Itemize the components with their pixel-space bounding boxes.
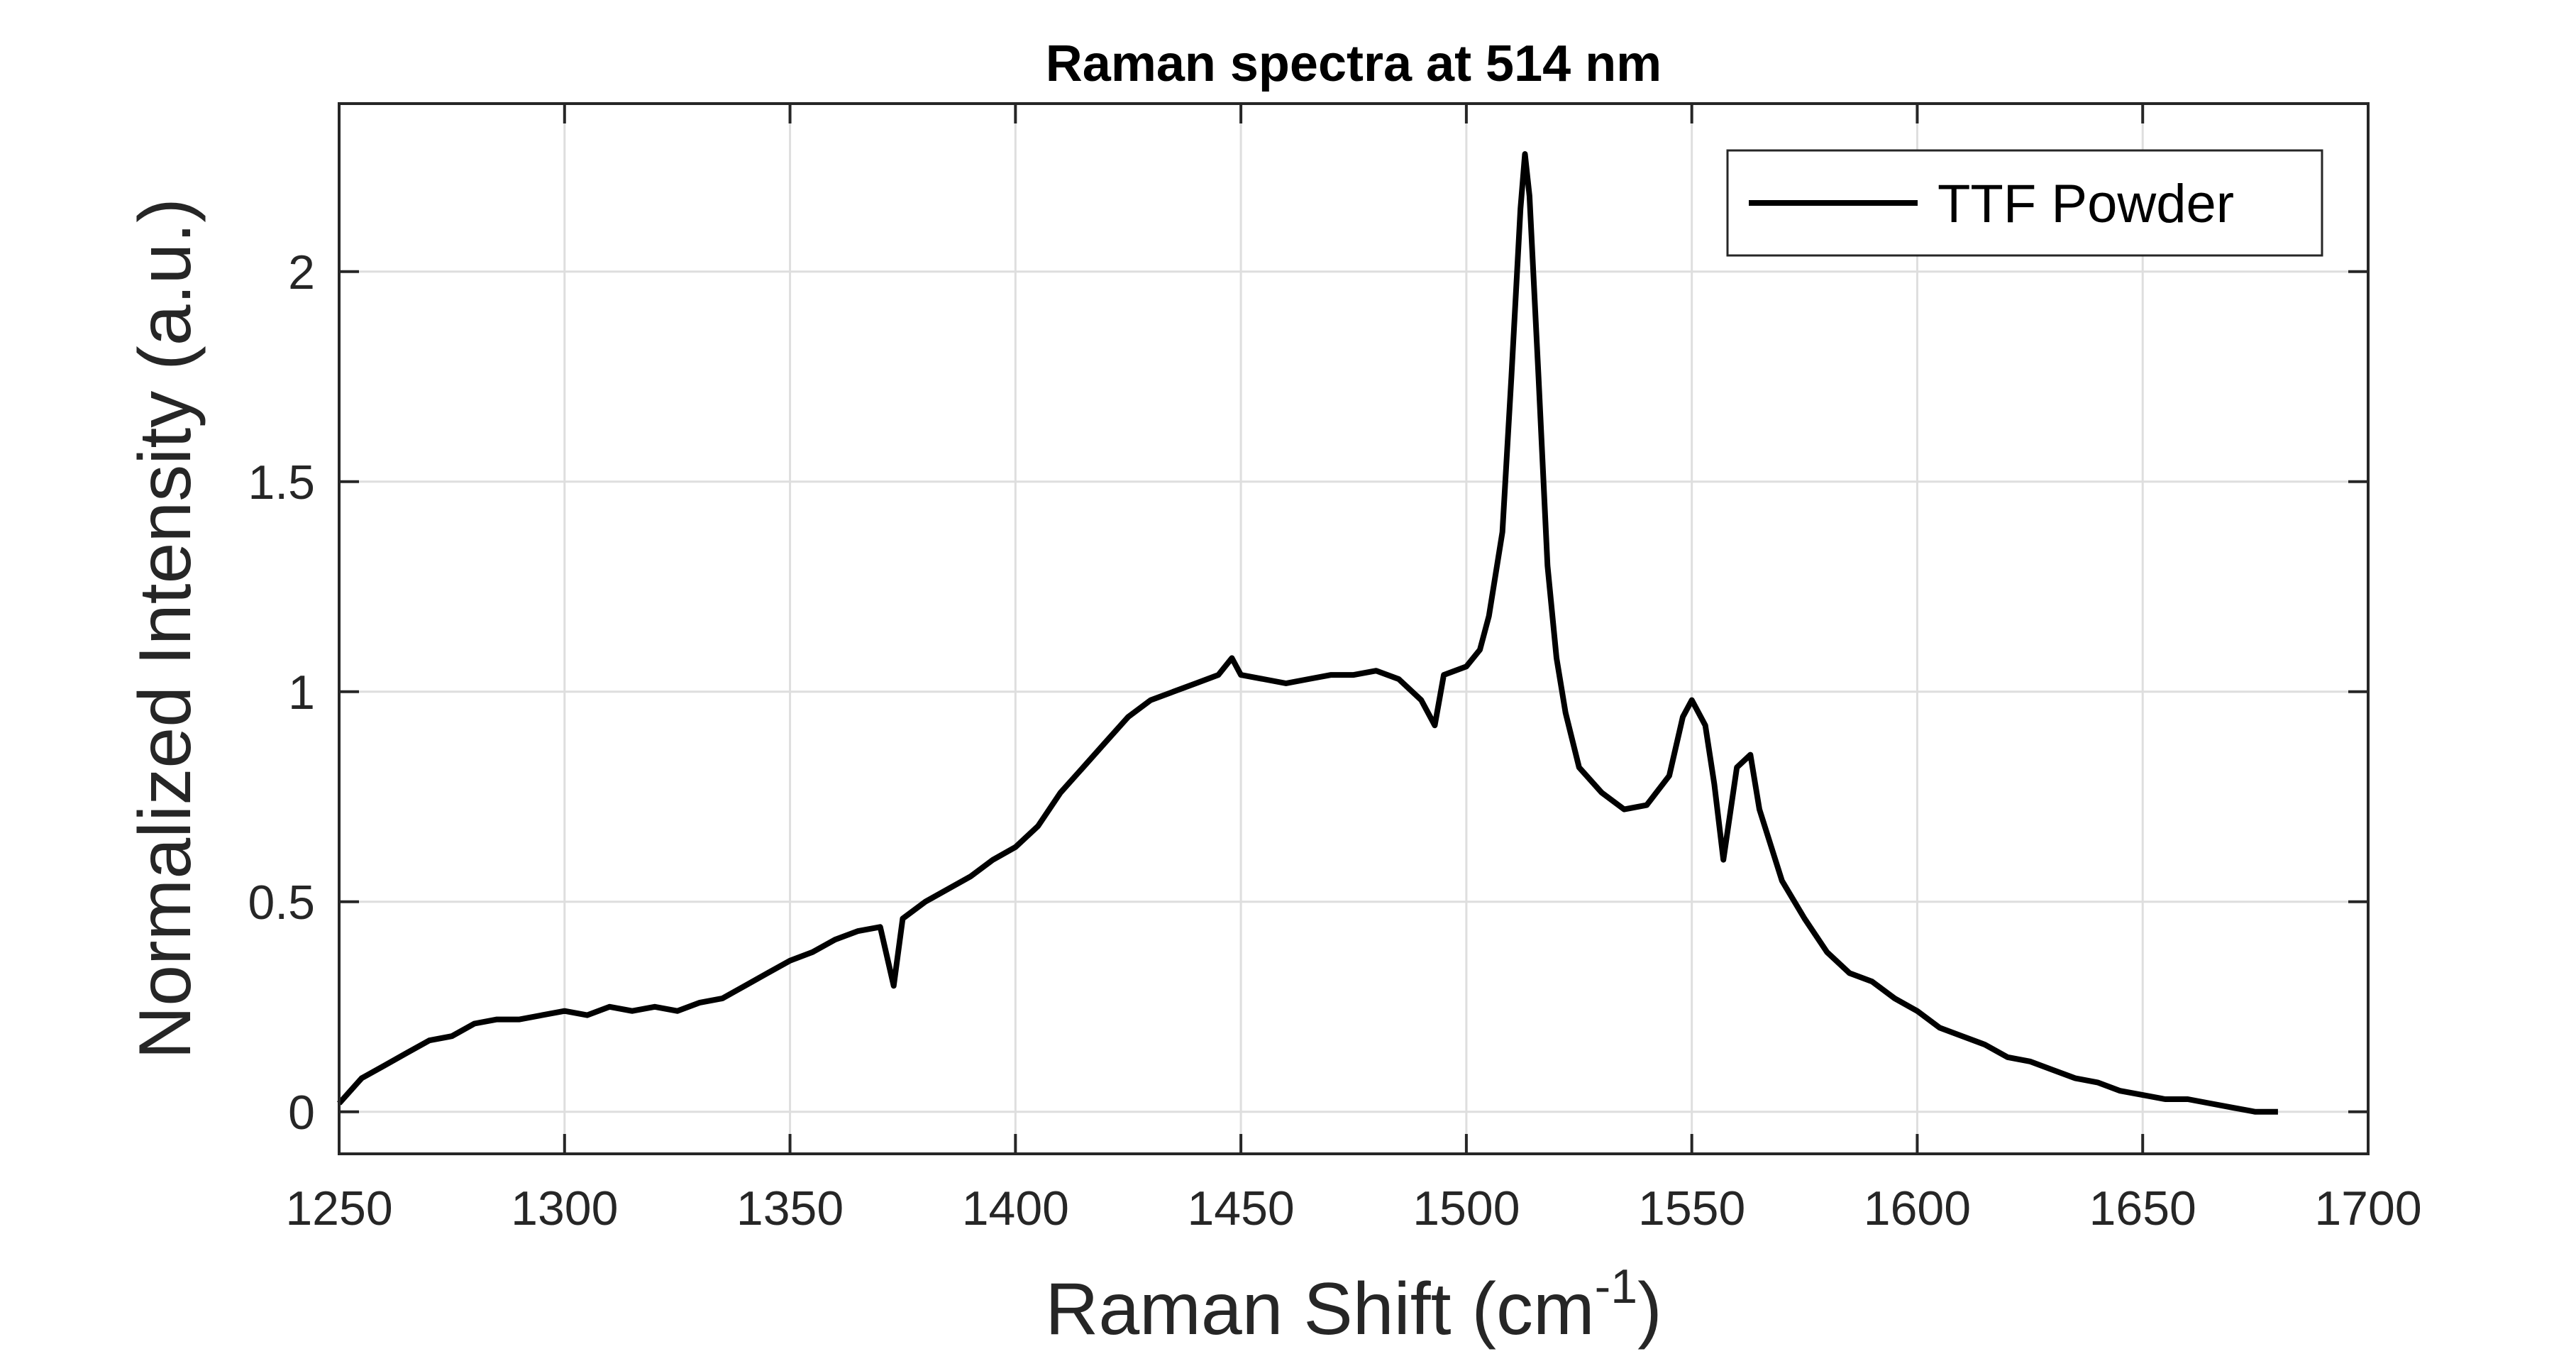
y-tick-label: 0.5: [248, 876, 315, 930]
x-tick-label: 1650: [2089, 1182, 2196, 1235]
x-axis-title: Raman Shift (cm-1): [1045, 1260, 1662, 1350]
series-layer: [337, 151, 2278, 1115]
y-axis-title: Normalized Intensity (a.u.): [124, 198, 206, 1059]
x-tick-label: 1250: [285, 1182, 392, 1235]
x-axis-title-superscript: -1: [1595, 1260, 1637, 1313]
x-tick-label: 1500: [1413, 1182, 1520, 1235]
y-tick-label: 0: [288, 1086, 315, 1140]
tick-labels: 1250 1300 1350 1400 1450 1500 1550 1600 1650 1700…: [248, 246, 2421, 1235]
x-tick-label: 1400: [962, 1182, 1069, 1235]
chart-title: Raman spectra at 514 nm: [1046, 35, 1662, 92]
x-tick-label: 1700: [2314, 1182, 2421, 1235]
legend: TTF Powder: [1726, 149, 2323, 257]
x-axis-title-main: Raman Shift (cm: [1045, 1268, 1594, 1350]
y-tick-label: 1: [288, 666, 315, 720]
x-tick-label: 1600: [1864, 1182, 1971, 1235]
ticks: [338, 104, 2370, 1154]
x-tick-label: 1350: [736, 1182, 844, 1235]
x-tick-label: 1300: [511, 1182, 618, 1235]
legend-label: TTF Powder: [1937, 174, 2234, 234]
y-tick-label: 1.5: [248, 456, 315, 510]
y-tick-label: 2: [288, 246, 315, 299]
plot-frame: [338, 102, 2370, 1155]
x-tick-label: 1550: [1638, 1182, 1745, 1235]
x-tick-label: 1450: [1187, 1182, 1294, 1235]
x-axis-title-suffix: ): [1637, 1268, 1662, 1350]
